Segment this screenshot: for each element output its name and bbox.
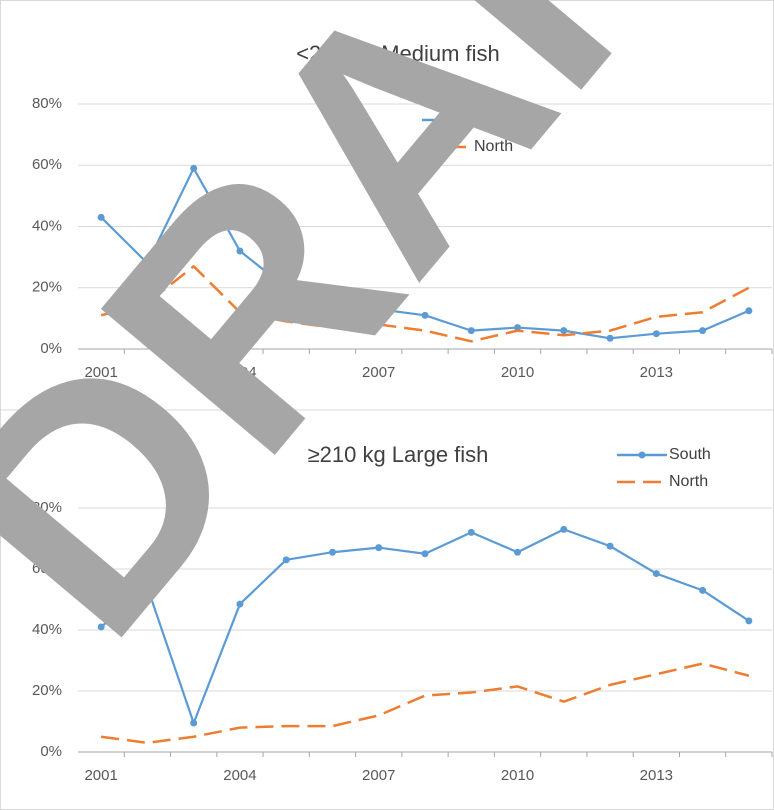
series-marker: [467, 327, 475, 335]
series-marker: [745, 307, 753, 315]
series-marker: [328, 287, 336, 295]
y-tick-label: 40%: [32, 217, 62, 234]
y-tick-label: 60%: [32, 156, 62, 173]
chart-title: <210 kg Medium fish: [296, 41, 500, 66]
x-tick-label: 2007: [362, 364, 395, 381]
x-tick-label: 2007: [362, 767, 395, 784]
series-marker: [236, 600, 244, 608]
chart-title: ≥210 kg Large fish: [308, 442, 489, 467]
series-marker: [143, 259, 151, 267]
series-marker: [282, 284, 290, 292]
x-tick-label: 2010: [501, 364, 534, 381]
x-tick-label: 2004: [223, 364, 256, 381]
series-marker: [97, 213, 105, 221]
legend-label: North: [474, 138, 513, 155]
legend-marker: [638, 451, 646, 459]
series-marker: [560, 327, 568, 335]
series-marker: [745, 617, 753, 625]
y-tick-label: 40%: [32, 621, 62, 638]
series-marker: [421, 311, 429, 319]
series-marker: [699, 586, 707, 594]
series-marker: [190, 164, 198, 172]
series-line: [100, 662, 750, 745]
legend-label: North: [669, 473, 708, 490]
series-marker: [560, 525, 568, 533]
series-marker: [375, 305, 383, 313]
series-marker: [467, 528, 475, 536]
series-marker: [97, 623, 105, 631]
series-marker: [652, 330, 660, 338]
x-tick-label: 2013: [640, 767, 673, 784]
series-marker: [190, 719, 198, 727]
series-line: [100, 265, 750, 343]
y-tick-label: 20%: [32, 682, 62, 699]
x-tick-label: 2004: [223, 767, 256, 784]
legend-label: South: [669, 446, 711, 463]
series-marker: [606, 542, 614, 550]
series-marker: [282, 556, 290, 564]
series-marker: [606, 334, 614, 342]
series-marker: [699, 327, 707, 335]
x-tick-label: 2001: [84, 364, 117, 381]
legend-label: South: [474, 111, 516, 128]
y-tick-label: 20%: [32, 279, 62, 296]
series-marker: [652, 570, 660, 578]
series-marker: [514, 548, 522, 556]
legend-marker: [443, 116, 451, 124]
x-tick-label: 2010: [501, 767, 534, 784]
series-marker: [375, 544, 383, 552]
y-tick-label: 80%: [32, 499, 62, 516]
series-marker: [514, 324, 522, 332]
series-marker: [236, 247, 244, 255]
x-tick-label: 2001: [84, 767, 117, 784]
y-tick-label: 60%: [32, 560, 62, 577]
y-tick-label: 80%: [32, 95, 62, 112]
x-tick-label: 2013: [640, 364, 673, 381]
series-marker: [143, 583, 151, 591]
y-tick-label: 0%: [40, 743, 62, 760]
y-tick-label: 0%: [40, 340, 62, 357]
series-marker: [328, 548, 336, 556]
series-marker: [421, 550, 429, 558]
